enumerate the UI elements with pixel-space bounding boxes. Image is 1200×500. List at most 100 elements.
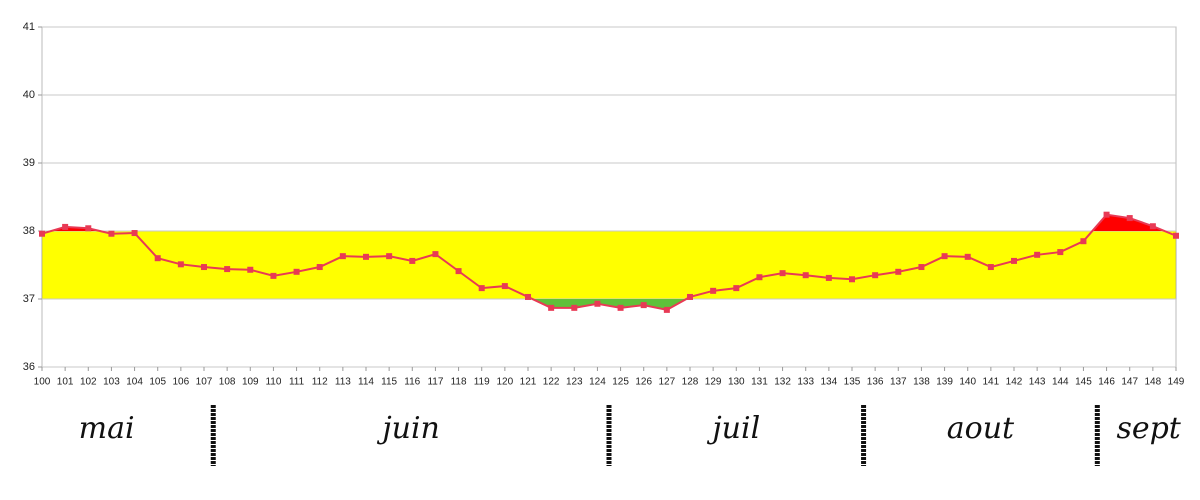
marker <box>1057 249 1064 256</box>
month-label: juin <box>376 411 440 446</box>
marker <box>455 268 462 275</box>
marker <box>247 266 254 273</box>
x-tick-label: 144 <box>1052 377 1069 388</box>
x-tick-label: 138 <box>913 377 930 388</box>
x-tick-label: 140 <box>959 377 976 388</box>
marker <box>525 293 531 300</box>
marker <box>478 285 485 292</box>
marker <box>501 283 508 290</box>
marker <box>617 304 624 311</box>
x-tick-label: 126 <box>635 377 652 388</box>
x-tick-label: 130 <box>728 377 745 388</box>
marker <box>154 255 161 262</box>
marker <box>1103 211 1110 218</box>
marker <box>316 264 323 271</box>
x-tick-label: 102 <box>80 377 97 388</box>
x-tick-label: 101 <box>57 377 74 388</box>
marker <box>849 276 855 283</box>
y-tick-label: 39 <box>23 157 35 169</box>
x-tick-label: 119 <box>474 377 490 388</box>
x-tick-label: 107 <box>196 377 213 388</box>
x-tick-label: 149 <box>1168 377 1185 388</box>
marker <box>1034 251 1041 258</box>
plot-area <box>41 26 1177 368</box>
x-tick-label: 128 <box>682 377 699 388</box>
y-tick-label: 37 <box>23 293 35 305</box>
x-tick-label: 135 <box>844 377 861 388</box>
y-tick-label: 41 <box>23 21 35 33</box>
marker <box>733 285 740 292</box>
x-tick-label: 141 <box>983 377 1000 388</box>
normal-band <box>41 230 1177 300</box>
x-tick-label: 146 <box>1098 377 1115 388</box>
x-tick-label: 121 <box>520 377 537 388</box>
marker <box>432 251 439 258</box>
x-tick-label: 133 <box>797 377 814 388</box>
x-tick-label: 123 <box>566 377 583 388</box>
x-tick-label: 125 <box>612 377 629 388</box>
x-tick-label: 105 <box>149 377 166 388</box>
x-tick-label: 109 <box>242 377 259 388</box>
x-tick-label: 117 <box>427 377 443 388</box>
marker <box>270 272 277 279</box>
x-tick-label: 106 <box>173 377 190 388</box>
marker <box>987 264 994 271</box>
marker <box>548 304 555 311</box>
marker <box>594 300 601 307</box>
x-tick-label: 110 <box>265 377 281 388</box>
month-label: aout <box>947 411 1015 446</box>
marker <box>224 266 231 273</box>
x-tick-label: 139 <box>936 377 953 388</box>
y-tick-label: 36 <box>23 361 35 373</box>
x-tick-label: 111 <box>289 377 305 388</box>
marker <box>663 306 670 313</box>
marker <box>386 253 393 260</box>
marker <box>710 287 717 294</box>
x-tick-label: 115 <box>381 377 397 388</box>
marker <box>895 268 902 275</box>
marker <box>802 272 809 279</box>
x-tick-label: 113 <box>335 377 351 388</box>
marker <box>131 230 138 237</box>
marker <box>1080 238 1087 245</box>
marker <box>1011 257 1017 264</box>
month-label: sept <box>1116 411 1181 446</box>
marker <box>293 268 300 275</box>
marker <box>62 223 69 230</box>
marker <box>85 225 92 232</box>
marker <box>756 274 763 281</box>
line <box>41 213 1177 311</box>
marker <box>825 274 832 281</box>
x-tick-label: 104 <box>126 377 143 388</box>
marker <box>1126 215 1133 222</box>
marker <box>571 304 578 311</box>
marker <box>779 270 786 277</box>
x-tick-label: 100 <box>34 377 51 388</box>
marker <box>687 293 693 300</box>
marker <box>39 230 45 237</box>
x-tick-label: 147 <box>1121 377 1138 388</box>
x-tick-label: 132 <box>774 377 791 388</box>
x-tick-label: 103 <box>103 377 120 388</box>
x-tick-label: 148 <box>1145 377 1162 388</box>
marker <box>363 253 369 260</box>
x-tick-label: 122 <box>543 377 560 388</box>
y-tick-label: 38 <box>23 225 35 237</box>
x-tick-label: 120 <box>497 377 514 388</box>
x-tick-label: 108 <box>219 377 236 388</box>
marker <box>201 264 207 271</box>
marker <box>339 253 346 260</box>
below-area <box>42 299 1176 310</box>
x-tick-label: 129 <box>705 377 722 388</box>
x-tick-label: 134 <box>821 377 838 388</box>
x-tick-label: 136 <box>867 377 884 388</box>
y-tick-label: 40 <box>23 89 35 101</box>
marker <box>108 230 115 237</box>
month-label: mai <box>79 411 135 446</box>
x-tick-label: 137 <box>890 377 907 388</box>
x-tick-label: 131 <box>751 377 768 388</box>
marker <box>872 272 879 279</box>
x-tick-label: 145 <box>1075 377 1092 388</box>
marker <box>1173 232 1179 239</box>
